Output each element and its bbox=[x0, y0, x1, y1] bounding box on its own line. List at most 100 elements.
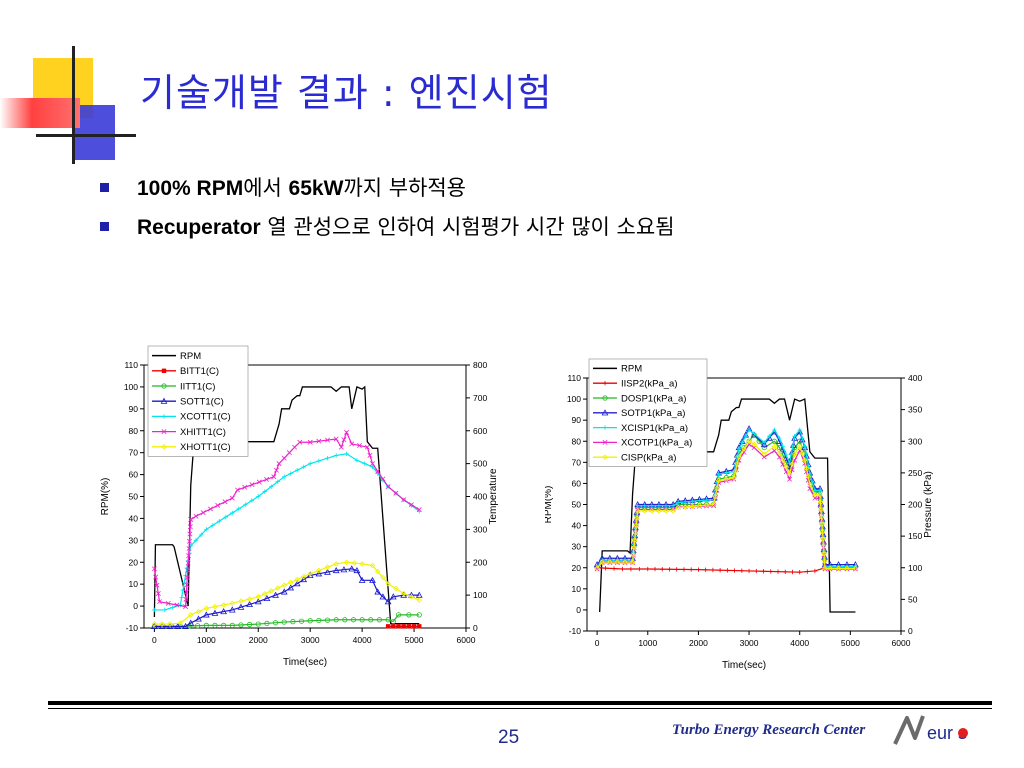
legend-marker-xhott1-c bbox=[161, 444, 167, 450]
legend-marker-sott1-c bbox=[160, 397, 168, 404]
data-point-xcisp1-kpa-a bbox=[777, 435, 782, 441]
data-point-cisp-kpa-a bbox=[771, 443, 778, 450]
data-point-xcisp1-kpa-a bbox=[740, 440, 745, 445]
data-point-cisp-kpa-a bbox=[751, 441, 757, 448]
data-point-cisp-kpa-a bbox=[594, 565, 600, 572]
data-point-xcott1-c bbox=[152, 607, 157, 613]
legend-label-dosp1-kpa-a: DOSP1(kPa_a) bbox=[621, 393, 686, 404]
data-point-xhott1-c bbox=[369, 562, 376, 569]
data-point-sotp1-kpa-a bbox=[801, 444, 809, 451]
series-xhitt1-c bbox=[151, 429, 422, 610]
data-point-xhitt1-c bbox=[367, 452, 373, 458]
y-tick-label: 90 bbox=[572, 415, 582, 425]
data-point-iisp2-kpa-a bbox=[739, 568, 745, 573]
y2-tick-label: 700 bbox=[473, 393, 487, 403]
data-point-cisp-kpa-a bbox=[682, 504, 689, 510]
x-tick-label: 1000 bbox=[638, 638, 657, 648]
series-line-rpm bbox=[599, 398, 856, 613]
data-point-iitt1-c bbox=[281, 619, 287, 625]
data-point-xhitt1-c bbox=[307, 439, 313, 445]
data-point-xhitt1-c bbox=[154, 582, 160, 588]
data-point-cisp-kpa-a bbox=[820, 543, 827, 550]
data-point-xcott1-c bbox=[269, 484, 274, 489]
data-point-xcotp1-kpa-a bbox=[771, 448, 777, 454]
data-point-iitt1-c bbox=[247, 621, 253, 628]
data-point-sott1-c bbox=[246, 600, 253, 608]
data-point-sotp1-kpa-a bbox=[791, 434, 799, 441]
legend: RPM BITT1(C) IITT1(C) SOTT1(C) XCOTT1(C) XHIT… bbox=[147, 345, 249, 457]
data-point-iitt1-c bbox=[221, 622, 227, 628]
data-point-xhitt1-c bbox=[380, 476, 386, 482]
data-point-cisp-kpa-a bbox=[656, 508, 662, 514]
data-point-xhott1-c bbox=[212, 603, 218, 610]
y-tick-label: 40 bbox=[129, 513, 139, 523]
x-tick-label: 2000 bbox=[249, 635, 268, 645]
data-point-sott1-c bbox=[293, 580, 301, 587]
data-point-iisp2-kpa-a bbox=[681, 567, 687, 572]
series-line-xhitt1-c bbox=[153, 430, 420, 608]
series-line-rpm bbox=[153, 385, 420, 625]
y2-tick-label: 0 bbox=[908, 626, 913, 636]
data-point-sott1-c bbox=[340, 566, 348, 573]
data-point-xhott1-c bbox=[238, 598, 244, 604]
data-point-iitt1-c bbox=[316, 617, 322, 624]
data-point-xhitt1-c bbox=[416, 507, 422, 513]
data-point-xhitt1-c bbox=[349, 441, 355, 447]
data-point-xhott1-c bbox=[359, 561, 365, 567]
footer-organization: Turbo Energy Research Center bbox=[672, 722, 866, 738]
legend-label-xcotp1-kpa-a: XCOTP1(kPa_a) bbox=[621, 438, 692, 449]
data-point-xcott1-c bbox=[217, 518, 222, 524]
decor-red-bar bbox=[0, 98, 80, 128]
series-bitt1-c bbox=[385, 624, 422, 629]
data-point-xhitt1-c bbox=[151, 566, 157, 572]
data-point-xcisp1-kpa-a bbox=[790, 443, 796, 448]
data-point-xcisp1-kpa-a bbox=[649, 503, 655, 508]
data-point-xcott1-c bbox=[282, 474, 287, 479]
data-point-xhott1-c bbox=[416, 597, 423, 603]
y-tick-label: 70 bbox=[129, 448, 139, 458]
data-point-iisp2-kpa-a bbox=[754, 568, 759, 574]
data-point-xhott1-c bbox=[300, 573, 307, 580]
data-point-xhitt1-c bbox=[357, 443, 363, 449]
data-point-xhitt1-c bbox=[292, 444, 298, 450]
data-point-xhitt1-c bbox=[186, 553, 192, 559]
data-point-sott1-c bbox=[287, 584, 295, 591]
data-point-iitt1-c bbox=[390, 618, 396, 625]
bullet-1-text-b: 까지 부하적용 bbox=[343, 176, 467, 200]
data-point-iitt1-c bbox=[203, 622, 209, 628]
data-point-xhitt1-c bbox=[185, 567, 191, 573]
y2-axis-label: Temperature bbox=[488, 468, 499, 525]
data-point-xhitt1-c bbox=[341, 437, 347, 443]
data-point-xcott1-c bbox=[179, 595, 184, 600]
legend-label-bitt1-c: BITT1(C) bbox=[180, 366, 219, 377]
data-point-dosp1-kpa-a bbox=[723, 475, 729, 481]
legend-label-iisp2-kpa-a: IISP2(kPa_a) bbox=[621, 379, 678, 390]
data-point-xcisp1-kpa-a bbox=[810, 480, 815, 485]
data-point-xcott1-c bbox=[325, 455, 330, 461]
data-point-cisp-kpa-a bbox=[802, 457, 808, 463]
data-point-cisp-kpa-a bbox=[723, 476, 730, 482]
bullet-item-2: Recuperator 열 관성으로 인하여 시험평가 시간 많이 소요됨 bbox=[100, 211, 675, 241]
data-point-cisp-kpa-a bbox=[641, 508, 648, 514]
data-point-xhott1-c bbox=[307, 570, 313, 577]
y2-axis-label: Pressure (kPa) bbox=[923, 471, 934, 538]
data-point-xcisp1-kpa-a bbox=[697, 498, 702, 503]
y2-tick-label: 0 bbox=[473, 623, 478, 633]
data-point-sott1-c bbox=[187, 619, 195, 626]
data-point-xhitt1-c bbox=[183, 589, 189, 595]
y2-tick-label: 400 bbox=[908, 373, 922, 383]
legend-marker-iitt1-c bbox=[161, 383, 167, 389]
neuros-logo: eur s bbox=[893, 715, 968, 745]
logo-dot-icon bbox=[958, 728, 968, 738]
data-point-cisp-kpa-a bbox=[783, 464, 789, 470]
data-point-xcisp1-kpa-a bbox=[736, 446, 742, 452]
data-point-xcott1-c bbox=[249, 498, 254, 503]
data-point-iisp2-kpa-a bbox=[620, 566, 625, 572]
data-point-xcisp1-kpa-a bbox=[751, 431, 757, 436]
legend-label-rpm: RPM bbox=[180, 351, 201, 362]
y2-tick-label: 800 bbox=[473, 360, 487, 370]
data-point-bitt1-c bbox=[401, 624, 406, 629]
data-point-xhott1-c bbox=[229, 600, 236, 607]
data-point-iitt1-c bbox=[298, 618, 305, 624]
y-tick-label: 30 bbox=[129, 535, 139, 545]
